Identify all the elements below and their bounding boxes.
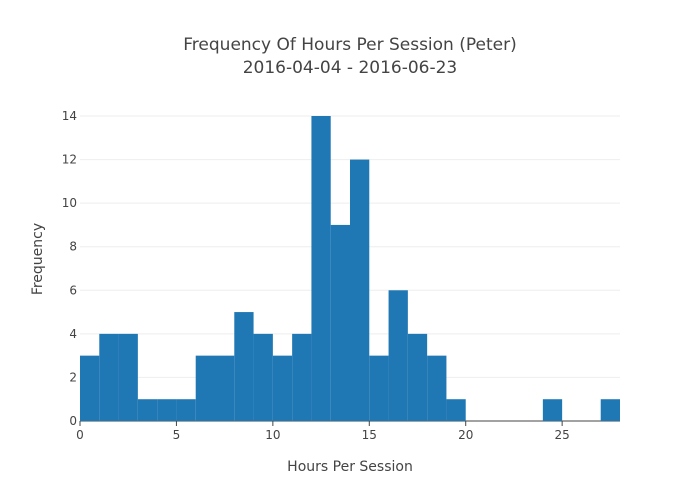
x-axis-title: Hours Per Session — [287, 459, 413, 475]
x-tick-label: 0 — [76, 428, 84, 442]
histogram-bar — [137, 399, 158, 421]
histogram-bar — [195, 355, 215, 421]
histogram-bar — [542, 399, 563, 421]
chart-title: Frequency Of Hours Per Session (Peter) — [183, 35, 516, 55]
histogram-bar — [176, 399, 196, 421]
histogram-bar — [234, 312, 254, 421]
bars — [80, 116, 620, 422]
chart-subtitle: 2016-04-04 - 2016-06-23 — [243, 58, 458, 78]
histogram-bar — [407, 333, 428, 421]
y-tick-label: 6 — [69, 283, 77, 297]
y-axis-title: Frequency — [30, 223, 46, 295]
histogram-bar — [272, 355, 293, 421]
y-tick-label: 14 — [62, 109, 77, 123]
y-tick-label: 0 — [69, 414, 77, 428]
y-tick-label: 4 — [69, 327, 77, 341]
x-axis-ticks: 0 5 10 15 20 25 — [76, 421, 570, 442]
histogram-bar — [253, 333, 273, 421]
histogram-bar — [330, 224, 350, 421]
y-tick-label: 8 — [69, 240, 77, 254]
histogram-bar — [600, 399, 620, 421]
histogram-bar — [446, 399, 466, 421]
x-tick-label: 25 — [555, 428, 570, 442]
histogram-bar — [215, 355, 235, 421]
histogram-bar — [369, 355, 389, 421]
x-tick-label: 10 — [265, 428, 280, 442]
histogram-bar — [118, 333, 138, 421]
histogram-bar — [427, 355, 447, 421]
x-tick-label: 15 — [362, 428, 377, 442]
y-tick-label: 12 — [62, 153, 77, 167]
histogram-bar — [388, 290, 408, 421]
histogram-bar — [157, 399, 177, 421]
histogram-bar — [80, 355, 100, 421]
y-tick-label: 2 — [69, 370, 77, 384]
y-tick-label: 10 — [62, 196, 77, 210]
histogram-bar — [350, 159, 370, 422]
x-tick-label: 5 — [173, 428, 181, 442]
histogram-bar — [292, 333, 312, 421]
x-tick-label: 20 — [458, 428, 473, 442]
y-axis-ticks: 0 2 4 6 8 10 12 14 — [62, 109, 77, 428]
histogram-bar — [311, 116, 331, 421]
histogram-bar — [99, 333, 119, 421]
